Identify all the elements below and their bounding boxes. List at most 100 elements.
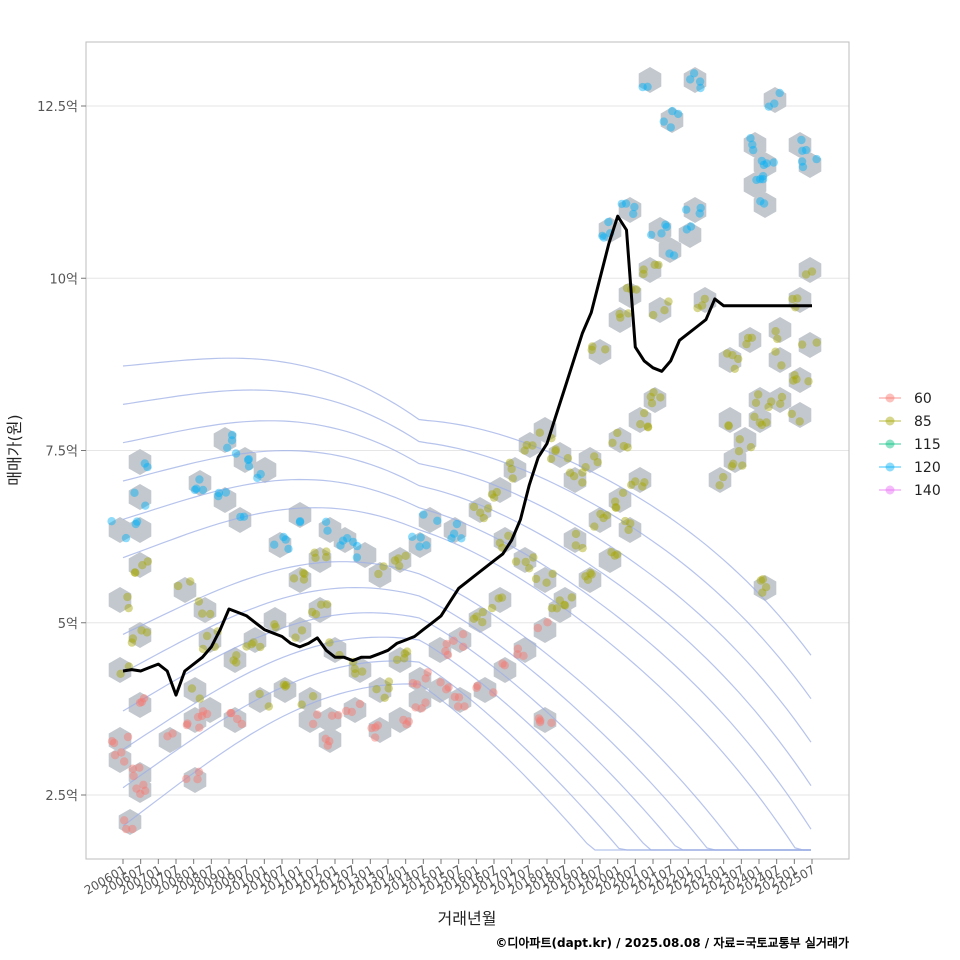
hex-cell: [128, 449, 152, 475]
scatter-point: [422, 541, 431, 550]
scatter-point: [192, 484, 201, 493]
scatter-point: [270, 540, 279, 549]
scatter-point: [755, 418, 764, 427]
hex-cell: [598, 547, 622, 573]
scatter-point: [590, 452, 599, 461]
hex-cell: [513, 637, 537, 663]
hex-cell: [753, 192, 777, 218]
scatter-point: [749, 145, 758, 155]
hex-cell: [353, 542, 377, 568]
scatter-point: [132, 517, 142, 526]
scatter-point: [632, 285, 641, 294]
scatter-point: [174, 581, 183, 591]
scatter-point: [380, 693, 389, 702]
scatter-point: [638, 482, 647, 491]
scatter-point: [395, 561, 404, 571]
scatter-point: [447, 534, 456, 543]
scatter-point: [237, 719, 246, 729]
scatter-point: [194, 767, 204, 776]
scatter-point: [613, 428, 622, 438]
scatter-point: [336, 541, 345, 550]
scatter-point: [797, 135, 806, 145]
scatter-point: [525, 564, 534, 573]
scatter-point: [578, 468, 587, 477]
density-contour: [122, 357, 812, 656]
scatter-point: [417, 704, 426, 713]
scatter-point: [565, 468, 575, 477]
hex-cell: [718, 407, 742, 433]
scatter-point: [322, 553, 331, 562]
hex-cell: [563, 467, 587, 493]
hex-cell: [368, 717, 392, 743]
scatter-point: [602, 511, 612, 520]
scatter-point: [107, 517, 116, 526]
scatter-point: [787, 409, 796, 419]
scatter-point: [793, 294, 802, 303]
scatter-point: [452, 519, 462, 529]
scatter-point: [353, 541, 362, 551]
scatter-point: [764, 402, 773, 412]
scatter-point: [798, 146, 807, 155]
hex-cell: [788, 402, 812, 428]
hex-cell: [213, 487, 237, 513]
scatter-point: [198, 485, 208, 495]
scatter-point: [529, 553, 538, 562]
scatter-point: [421, 698, 430, 707]
scatter-point: [649, 310, 658, 320]
scatter-point: [758, 175, 768, 184]
hex-cell: [748, 407, 772, 433]
hex-cell: [388, 647, 412, 673]
scatter-point: [137, 697, 146, 707]
scatter-point: [313, 710, 322, 719]
scatter-point: [798, 162, 808, 172]
scatter-point: [284, 544, 293, 554]
scatter-point: [601, 345, 610, 354]
legend-key-point: [885, 462, 895, 472]
scatter-point: [281, 535, 290, 544]
median-price-line: [122, 214, 812, 697]
hex-cell: [223, 707, 247, 733]
scatter-point: [479, 513, 488, 523]
scatter-point: [649, 388, 658, 397]
scatter-point: [547, 718, 556, 727]
scatter-point: [322, 600, 332, 609]
scatter-point: [247, 640, 256, 649]
hex-cell: [748, 387, 772, 413]
scatter-point: [227, 708, 236, 718]
scatter-point: [551, 445, 560, 454]
scatter-point: [593, 458, 602, 467]
hex-cell: [198, 697, 222, 723]
hex-cell: [788, 367, 812, 393]
y-tick-label: 2.5억: [45, 789, 78, 804]
scatter-point: [698, 301, 707, 310]
scatter-point: [308, 692, 318, 701]
scatter-point: [402, 647, 412, 656]
hex-cell: [298, 707, 322, 733]
scatter-point: [797, 340, 807, 349]
y-tick-label: 12.5억: [37, 100, 78, 115]
scatter-point: [623, 443, 632, 452]
scatter-point: [812, 338, 821, 347]
scatter-point: [379, 562, 388, 571]
hex-cell: [223, 647, 247, 673]
scatter-point: [758, 575, 768, 584]
scatter-point: [442, 685, 451, 694]
scatter-point: [621, 516, 630, 526]
scatter-point: [546, 454, 556, 464]
scatter-point: [249, 638, 258, 647]
scatter-point: [724, 421, 733, 431]
scatter-point: [666, 123, 675, 132]
hex-cell: [128, 692, 152, 718]
scatter-point: [400, 649, 409, 658]
hex-cell: [448, 687, 472, 713]
hex-cell: [263, 607, 287, 633]
scatter-point: [279, 532, 288, 542]
hex-cell: [368, 562, 392, 588]
scatter-point: [504, 531, 513, 540]
scatter-point: [792, 375, 801, 384]
scatter-point: [801, 270, 811, 279]
scatter-point: [135, 763, 144, 772]
scatter-point: [487, 603, 497, 613]
scatter-point: [121, 533, 131, 543]
scatter-point: [244, 455, 253, 464]
